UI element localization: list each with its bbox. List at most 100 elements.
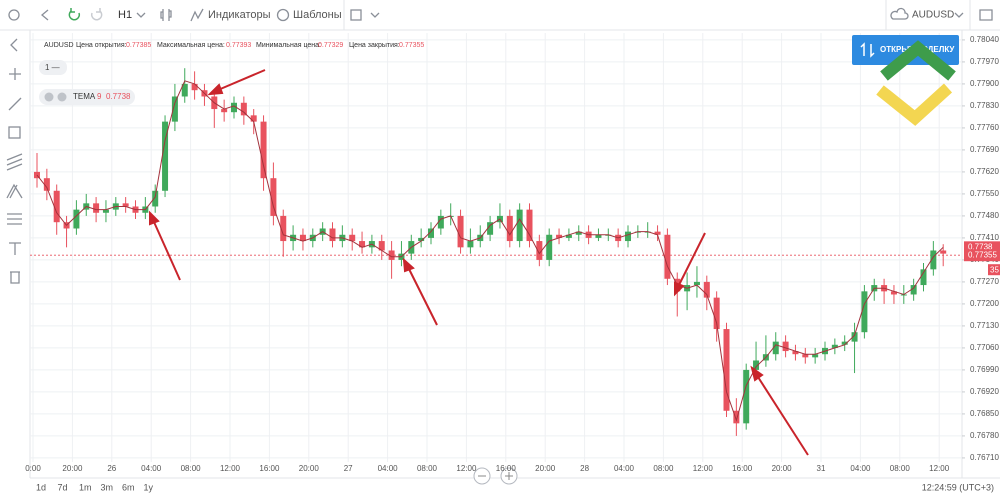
trendline-icon[interactable] xyxy=(8,97,22,111)
text-icon[interactable] xyxy=(9,242,21,255)
fibonacci-icon[interactable] xyxy=(6,183,23,199)
y-tick-label: 0.77200 xyxy=(970,299,999,308)
candle-body xyxy=(802,354,809,358)
y-tick-label: 0.76990 xyxy=(970,365,999,374)
candle-body xyxy=(575,231,582,235)
chart-type-icon[interactable] xyxy=(160,9,172,21)
cloud-icon[interactable] xyxy=(890,7,909,20)
redo-icon[interactable] xyxy=(90,8,103,21)
templates-button[interactable]: Шаблоны xyxy=(293,9,342,21)
candle-body xyxy=(240,102,247,116)
y-tick-label: 0.77760 xyxy=(970,123,999,132)
logo-yellow xyxy=(876,83,953,126)
candle-body xyxy=(930,250,937,270)
candle-body xyxy=(437,215,444,229)
candle-body xyxy=(34,171,40,179)
channel-icon[interactable] xyxy=(6,153,23,171)
candle-body xyxy=(231,102,237,113)
x-tick-label: 20:00 xyxy=(772,464,793,473)
range-button[interactable]: 6m xyxy=(122,482,135,492)
indicator-price-label: 0.7738 xyxy=(968,242,993,251)
fullscreen-icon[interactable] xyxy=(979,9,993,21)
candle-body xyxy=(270,178,277,216)
candle-body xyxy=(753,360,760,370)
candle-body xyxy=(644,231,651,233)
candle-body xyxy=(920,269,927,286)
dropdown-icon[interactable] xyxy=(954,12,964,18)
candle-body xyxy=(53,190,60,223)
candle-body xyxy=(595,234,602,238)
candle-body xyxy=(250,115,257,122)
candle-body xyxy=(73,209,80,229)
y-tick-label: 0.76920 xyxy=(970,387,999,396)
range-button[interactable]: 3m xyxy=(101,482,114,492)
timeframe[interactable]: H1 xyxy=(118,9,132,21)
x-tick-label: 04:00 xyxy=(614,464,635,473)
delete-icon[interactable] xyxy=(10,271,20,284)
dropdown-icon[interactable] xyxy=(136,12,146,18)
crosshair-icon[interactable] xyxy=(9,68,21,80)
scale-badge-text: 1 — xyxy=(45,63,60,72)
x-tick-label: 16:00 xyxy=(496,464,517,473)
candle-body xyxy=(654,231,661,235)
candle-body xyxy=(625,231,631,242)
y-tick-label: 0.78040 xyxy=(970,35,999,44)
x-tick-label: 12:00 xyxy=(929,464,950,473)
templates-icon[interactable] xyxy=(276,8,290,22)
dropdown-icon[interactable] xyxy=(370,12,380,18)
range-button[interactable]: 7d xyxy=(58,482,68,492)
candle-body xyxy=(664,234,671,279)
symbol-selector[interactable]: AUDUSD xyxy=(912,10,954,21)
candle-body xyxy=(349,234,356,242)
candle-body xyxy=(418,237,425,242)
range-button[interactable]: 1d xyxy=(36,482,46,492)
candle-body xyxy=(506,215,513,242)
arrow-head xyxy=(674,281,685,297)
settings-icon[interactable] xyxy=(8,9,20,21)
levels-icon[interactable] xyxy=(7,213,22,225)
indicator-name: TEMA xyxy=(73,92,96,101)
candle-body xyxy=(162,121,169,191)
indicator-settings-icon[interactable] xyxy=(57,92,67,102)
range-button[interactable]: 1y xyxy=(144,482,154,492)
indicator-close-icon[interactable] xyxy=(44,92,54,102)
info-symbol: AUDUSD xyxy=(44,42,74,49)
x-tick-label: 08:00 xyxy=(653,464,674,473)
info-close: 0.77355 xyxy=(399,42,424,49)
candle-body xyxy=(280,215,287,242)
countdown-badge xyxy=(988,264,1000,276)
x-tick-label: 12:00 xyxy=(220,464,241,473)
x-tick-label: 27 xyxy=(344,464,353,473)
undo-icon[interactable] xyxy=(68,8,81,21)
indicators-button[interactable]: Индикаторы xyxy=(208,9,271,21)
collapse-icon[interactable] xyxy=(40,9,49,21)
trade-icon xyxy=(860,42,875,58)
candle-body xyxy=(388,250,395,260)
candle-body xyxy=(733,410,740,424)
calendar-icon[interactable] xyxy=(350,9,362,21)
clock: 12:24:59 (UTC+3) xyxy=(922,482,994,492)
back-icon[interactable] xyxy=(10,38,18,52)
y-tick-label: 0.77690 xyxy=(970,145,999,154)
candle-body xyxy=(546,234,553,260)
y-tick-label: 0.77270 xyxy=(970,277,999,286)
candle-body xyxy=(487,222,494,235)
annotation-arrows xyxy=(149,69,809,456)
range-button[interactable]: 1m xyxy=(79,482,92,492)
y-tick-label: 0.76710 xyxy=(970,453,999,462)
x-tick-label: 28 xyxy=(580,464,589,473)
candle-body xyxy=(910,285,917,295)
rectangle-icon[interactable] xyxy=(8,126,21,139)
candle-body xyxy=(792,351,799,355)
y-tick-label: 0.77900 xyxy=(970,79,999,88)
arrow-head xyxy=(750,365,764,382)
x-tick-label: 12:00 xyxy=(456,464,477,473)
scale-badge[interactable] xyxy=(39,60,67,75)
candle-body xyxy=(299,234,306,242)
candle-body xyxy=(329,228,336,242)
candle-body xyxy=(782,341,789,352)
indicators-icon[interactable] xyxy=(190,8,204,22)
y-tick-label: 0.77410 xyxy=(970,233,999,242)
x-tick-label: 20:00 xyxy=(299,464,320,473)
